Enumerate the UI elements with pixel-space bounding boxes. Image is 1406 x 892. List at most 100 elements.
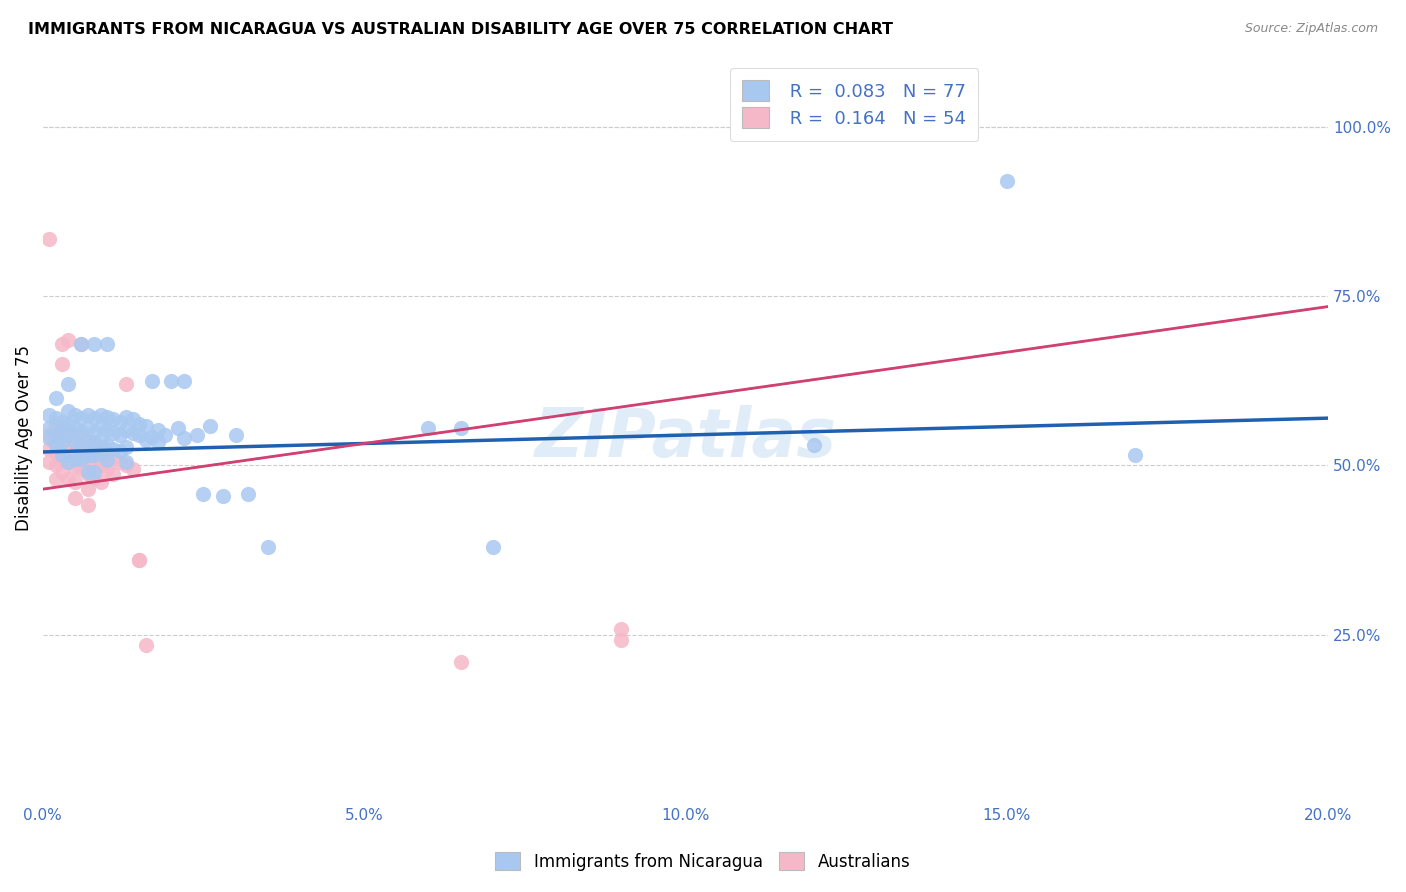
Point [121, 425, 143, 440]
Point [141, 430, 163, 444]
Text: Source: ZipAtlas.com: Source: ZipAtlas.com [1244, 22, 1378, 36]
Point [83, 425, 105, 439]
Point [96, 409, 118, 424]
Point [51, 451, 73, 466]
Point [103, 467, 125, 481]
Point [96, 438, 118, 452]
Point [58, 377, 80, 392]
Point [166, 421, 188, 435]
Point [128, 417, 150, 431]
Point [610, 632, 633, 647]
Point [63, 428, 86, 442]
Point [51, 434, 73, 449]
Point [186, 428, 208, 442]
Point [148, 423, 170, 437]
Point [103, 412, 125, 426]
Point [63, 445, 86, 459]
Point [45, 417, 67, 432]
Point [58, 417, 80, 432]
Point [38, 442, 60, 456]
Point [90, 446, 112, 460]
Point [83, 470, 105, 484]
Point [38, 421, 60, 435]
Point [51, 357, 73, 371]
Point [90, 475, 112, 490]
Point [58, 472, 80, 486]
Point [450, 655, 472, 669]
Point [70, 425, 93, 439]
Point [70, 432, 93, 446]
Point [108, 415, 131, 429]
Point [418, 421, 440, 435]
Point [96, 423, 118, 437]
Point [63, 434, 86, 449]
Point [83, 438, 105, 452]
Point [995, 174, 1018, 188]
Point [153, 428, 176, 442]
Point [83, 455, 105, 469]
Point [51, 448, 73, 462]
Point [45, 438, 67, 452]
Legend:  R =  0.083   N = 77,  R =  0.164   N = 54: R = 0.083 N = 77, R = 0.164 N = 54 [730, 68, 979, 141]
Point [76, 467, 98, 481]
Point [193, 487, 215, 501]
Point [256, 540, 278, 554]
Point [148, 434, 170, 449]
Point [108, 428, 131, 442]
Point [160, 374, 183, 388]
Point [51, 434, 73, 449]
Point [51, 336, 73, 351]
Point [45, 432, 67, 446]
Point [45, 411, 67, 425]
Legend: Immigrants from Nicaragua, Australians: Immigrants from Nicaragua, Australians [486, 844, 920, 880]
Point [1123, 448, 1146, 462]
Point [63, 451, 86, 466]
Point [135, 433, 157, 447]
Point [76, 498, 98, 512]
Point [38, 428, 60, 442]
Point [63, 421, 86, 435]
Point [225, 428, 247, 442]
Point [115, 458, 138, 473]
Point [38, 232, 60, 246]
Point [115, 455, 138, 469]
Point [76, 408, 98, 422]
Point [198, 419, 221, 434]
Point [58, 404, 80, 418]
Point [90, 442, 112, 456]
Point [70, 411, 93, 425]
Point [45, 445, 67, 459]
Point [108, 455, 131, 469]
Point [173, 374, 195, 388]
Text: IMMIGRANTS FROM NICARAGUA VS AUSTRALIAN DISABILITY AGE OVER 75 CORRELATION CHART: IMMIGRANTS FROM NICARAGUA VS AUSTRALIAN … [28, 22, 893, 37]
Point [90, 408, 112, 422]
Point [83, 465, 105, 479]
Point [51, 421, 73, 435]
Point [610, 622, 633, 636]
Point [70, 438, 93, 452]
Point [96, 462, 118, 476]
Point [63, 408, 86, 422]
Point [70, 336, 93, 351]
Point [803, 438, 825, 452]
Point [115, 409, 138, 424]
Point [58, 455, 80, 469]
Point [58, 455, 80, 469]
Point [96, 336, 118, 351]
Point [238, 487, 260, 501]
Point [76, 482, 98, 496]
Point [103, 442, 125, 456]
Point [121, 462, 143, 476]
Point [115, 377, 138, 392]
Point [51, 425, 73, 439]
Point [83, 411, 105, 425]
Point [70, 462, 93, 476]
Point [103, 450, 125, 465]
Point [76, 450, 98, 465]
Point [121, 412, 143, 426]
Point [76, 465, 98, 479]
Point [135, 419, 157, 434]
Point [96, 446, 118, 460]
Point [70, 446, 93, 460]
Point [115, 423, 138, 437]
